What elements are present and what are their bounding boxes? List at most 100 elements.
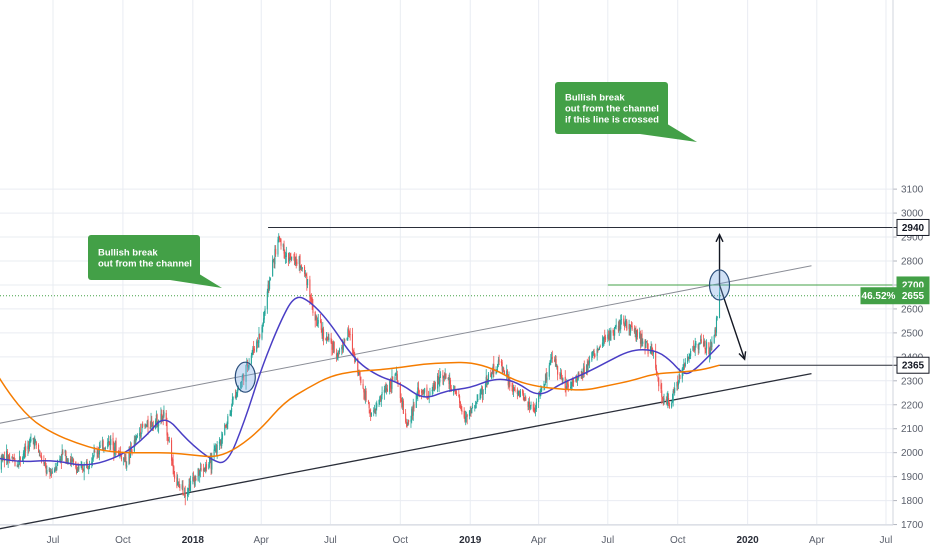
annotation-text: Bullish break	[98, 248, 158, 259]
candle-body	[588, 362, 590, 364]
candle-body	[208, 464, 210, 469]
candle-body	[468, 410, 471, 416]
candle-body	[672, 390, 674, 403]
candle-body	[549, 360, 551, 365]
candle-body	[351, 334, 353, 351]
candle-body	[182, 485, 184, 494]
candle-body	[250, 355, 252, 364]
candle-body	[330, 337, 332, 343]
candle-body	[470, 409, 472, 414]
moving-averages	[0, 296, 721, 466]
candle-body	[689, 354, 691, 357]
candle-body	[39, 452, 41, 457]
candle-body	[48, 469, 50, 471]
candle-body	[655, 351, 657, 369]
candle-body	[1, 456, 3, 459]
candle-body	[476, 400, 478, 402]
candle-body	[29, 439, 31, 444]
candle-body	[626, 321, 628, 330]
candle-body	[320, 321, 322, 330]
candle-body	[288, 257, 290, 261]
candle-body	[86, 462, 88, 466]
candle-body	[235, 396, 237, 400]
candle-body	[141, 424, 143, 432]
candle-body	[155, 414, 157, 423]
candle-body	[386, 388, 388, 392]
candle-body	[623, 318, 625, 324]
candle-body	[347, 329, 349, 339]
candle-body	[421, 393, 423, 395]
candle-body	[60, 458, 62, 460]
x-tick-label: 2019	[459, 535, 482, 546]
candle-body	[24, 446, 26, 453]
candle-body	[479, 393, 481, 400]
candle-body	[157, 424, 159, 426]
candle-body	[465, 415, 467, 417]
candle-body	[614, 325, 616, 329]
candle-body	[671, 400, 673, 402]
candle-body	[418, 391, 420, 393]
candle-body	[156, 414, 158, 426]
candle-body	[301, 267, 303, 269]
candle-body	[585, 365, 588, 375]
candle-body	[413, 404, 415, 409]
candle-body	[517, 391, 519, 395]
arrow-head-1	[715, 233, 724, 243]
candle-body	[8, 455, 10, 460]
candle-body	[471, 407, 474, 408]
candle-body	[591, 352, 593, 361]
x-tick-label: Apr	[809, 535, 825, 546]
candle-body	[22, 457, 24, 462]
candle-body	[305, 273, 307, 277]
candle-body	[578, 373, 580, 376]
candle-body	[341, 346, 343, 350]
candle-body	[674, 387, 676, 393]
candle-body	[607, 334, 609, 339]
candle-body	[646, 342, 648, 344]
candle-body	[307, 279, 309, 285]
candle-body	[335, 353, 338, 358]
price-axis[interactable]: 1700180019002000210022002300240025002600…	[860, 0, 930, 531]
candle-body	[557, 366, 559, 375]
candle-body	[609, 331, 611, 340]
candle-body	[59, 459, 61, 462]
candle-body	[635, 328, 637, 339]
candle-body	[326, 336, 328, 341]
candle-body	[443, 374, 445, 379]
candle-body	[295, 256, 297, 263]
candle-body	[240, 382, 242, 389]
candle-body	[383, 389, 385, 393]
candle-body	[40, 455, 42, 457]
candle-body	[247, 362, 249, 367]
candle-body	[38, 444, 40, 453]
candle-body	[538, 394, 540, 403]
candle-body	[636, 330, 638, 338]
candle-body	[608, 334, 610, 339]
candle-body	[258, 334, 260, 343]
candle-body	[237, 388, 239, 393]
candle-body	[332, 348, 334, 350]
candle-body	[527, 401, 529, 407]
candle-body	[44, 462, 46, 465]
candle-body	[620, 320, 622, 330]
candle-body	[640, 334, 642, 344]
candle-body	[630, 326, 632, 328]
candle-body	[243, 376, 245, 381]
candle-body	[544, 384, 546, 386]
candle-body	[183, 493, 186, 495]
candle-body	[529, 406, 531, 408]
candle-body	[495, 369, 497, 374]
candle-body	[49, 470, 51, 474]
candle-body	[657, 374, 659, 378]
candle-body	[496, 369, 498, 371]
time-axis[interactable]: Jul Oct 2018 Apr Jul Oct 2019 Apr Jul Oct 2020 Apr J…	[0, 524, 893, 546]
candle-body	[385, 388, 387, 391]
candle-body	[97, 451, 99, 454]
candle-body	[461, 409, 463, 413]
candle-body	[619, 320, 621, 330]
candle-body	[126, 465, 128, 468]
candle-body	[353, 350, 355, 354]
candle-body	[275, 248, 277, 255]
candle-body	[142, 423, 144, 427]
